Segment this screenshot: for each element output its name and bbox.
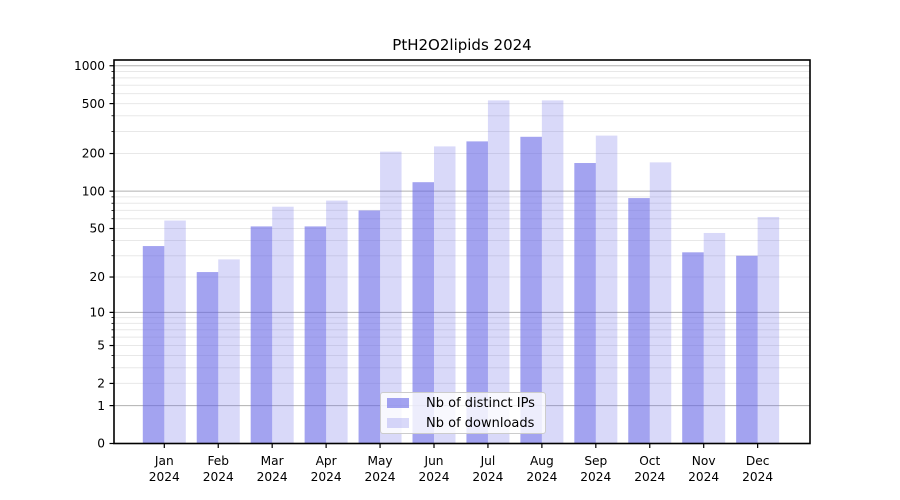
bar-downloads	[595, 135, 618, 444]
bar-downloads	[757, 216, 780, 444]
y-tick-label: 5	[97, 339, 105, 353]
x-tick-label: Sep 2024	[580, 454, 611, 484]
y-tick-label: 0	[97, 437, 105, 451]
x-tick-label: Jun 2024	[418, 454, 449, 484]
bar-downloads	[434, 146, 456, 444]
bar-distinct-ips	[736, 255, 758, 444]
bar-downloads	[326, 200, 348, 444]
legend-swatch-distinct-ips	[387, 398, 409, 408]
y-tick-label: 2	[97, 377, 105, 391]
x-tick-label: Jul 2024	[472, 454, 503, 484]
bar-distinct-ips	[196, 272, 219, 444]
y-tick-label: 500	[82, 97, 105, 111]
bar-downloads	[487, 100, 510, 444]
legend-swatch-downloads	[387, 418, 409, 428]
bar-downloads	[218, 259, 240, 444]
bar-distinct-ips	[466, 141, 488, 444]
bar-downloads	[380, 151, 402, 444]
bar-distinct-ips	[142, 246, 165, 444]
y-tick-label: 20	[89, 270, 105, 284]
bar-distinct-ips	[574, 163, 596, 444]
bar-distinct-ips	[682, 252, 704, 444]
bar-downloads	[272, 206, 294, 444]
bar-downloads	[164, 220, 186, 444]
bar-downloads	[649, 162, 672, 444]
y-tick-label: 100	[82, 184, 105, 198]
x-tick-label: Oct 2024	[634, 454, 665, 484]
legend: Nb of distinct IPs Nb of downloads	[380, 392, 546, 434]
legend-item-downloads: Nb of downloads	[387, 415, 545, 432]
axis-spine	[113, 59, 811, 445]
y-tick-label: 50	[89, 222, 105, 236]
x-tick-label: Feb 2024	[203, 454, 234, 484]
x-tick-label: Mar 2024	[257, 454, 288, 484]
y-tick-label: 200	[82, 147, 105, 161]
bar-downloads	[541, 100, 564, 444]
bar-distinct-ips	[520, 136, 542, 444]
x-tick-label: Nov 2024	[688, 454, 719, 484]
bar-distinct-ips	[250, 226, 273, 444]
chart-title: PtH2O2lipids 2024	[392, 36, 532, 54]
bar-downloads	[703, 232, 726, 444]
x-tick-label: Jan 2024	[149, 454, 180, 484]
legend-label-downloads: Nb of downloads	[426, 415, 535, 431]
bar-distinct-ips	[628, 198, 650, 444]
bar-distinct-ips	[304, 226, 327, 444]
y-tick-label: 1000	[74, 59, 105, 73]
legend-item-distinct-ips: Nb of distinct IPs	[387, 395, 545, 412]
y-tick-label: 1	[97, 399, 105, 413]
x-tick-label: Dec 2024	[742, 454, 773, 484]
x-tick-label: Apr 2024	[311, 454, 342, 484]
bar-distinct-ips	[412, 182, 434, 444]
x-tick-label: Aug 2024	[526, 454, 557, 484]
legend-label-distinct-ips: Nb of distinct IPs	[426, 395, 535, 411]
y-tick-label: 10	[89, 306, 105, 320]
bar-distinct-ips	[358, 210, 381, 444]
x-tick-label: May 2024	[365, 454, 396, 484]
